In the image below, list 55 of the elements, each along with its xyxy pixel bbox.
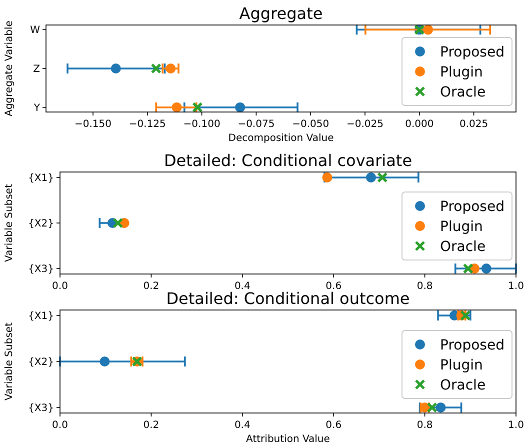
x-tick-label: −0.025 (346, 119, 384, 130)
x-tick-label: 0.0 (52, 420, 68, 431)
x-tick-label: 0.6 (326, 420, 342, 431)
legend-label: Plugin (440, 64, 483, 80)
x-tick-label: 0.000 (405, 119, 434, 130)
x-tick-label: −0.075 (238, 119, 275, 130)
chart-title: Detailed: Conditional outcome (166, 289, 410, 308)
x-tick-label: −0.125 (128, 119, 166, 130)
legend-label: Proposed (440, 44, 504, 60)
y-axis-title: Variable Subset (4, 184, 15, 262)
y-tick-label: {X1} (28, 172, 54, 184)
x-tick-label: 0.2 (143, 281, 160, 292)
chart-title: Aggregate (239, 4, 323, 23)
point (377, 172, 388, 183)
point (460, 310, 471, 321)
x-tick-label: 0.6 (326, 281, 342, 292)
x-tick-label: 1.0 (508, 420, 524, 431)
y-tick-label: {X1} (28, 311, 54, 322)
legend-label: Plugin (440, 357, 483, 374)
legend-label: Proposed (440, 337, 504, 354)
y-tick-label: Y (32, 102, 41, 114)
x-tick-label: −0.100 (183, 119, 220, 130)
x-tick-label: 0.8 (416, 420, 433, 431)
legend-label: Proposed (440, 198, 504, 215)
y-axis-title: Aggregate Variable (4, 20, 15, 116)
y-tick-label: {X3} (28, 264, 54, 276)
point (100, 356, 110, 366)
x-tick-label: 0.4 (234, 420, 250, 431)
x-tick-label: 0.0 (52, 281, 68, 292)
y-tick-label: W (30, 25, 40, 36)
legend-label: Plugin (440, 218, 483, 235)
x-axis-title: Decomposition Value (228, 133, 334, 144)
legend-label: Oracle (440, 84, 486, 100)
y-axis-title: Variable Subset (4, 322, 15, 400)
point (110, 64, 121, 74)
y-tick-label: Z (33, 64, 40, 75)
point (322, 172, 332, 182)
x-tick-label: −0.150 (74, 119, 112, 130)
point (112, 218, 124, 228)
x-tick-label: 1.0 (508, 281, 524, 292)
legend-label: Oracle (440, 238, 486, 255)
chart-title: Detailed: Conditional covariate (164, 151, 412, 170)
x-tick-label: 0.2 (143, 420, 160, 431)
x-tick-label: 0.4 (234, 281, 250, 292)
x-tick-label: 0.8 (416, 281, 433, 292)
point (366, 172, 376, 182)
x-tick-label: 0.025 (459, 119, 488, 130)
y-tick-label: {X3} (28, 402, 54, 414)
y-tick-label: {X2} (28, 218, 54, 230)
y-tick-label: {X2} (28, 357, 54, 368)
point (423, 24, 434, 35)
point (150, 63, 162, 74)
x-axis-title: Attribution Value (246, 434, 330, 444)
legend-label: Oracle (440, 377, 486, 394)
x-tick-label: −0.050 (292, 119, 330, 130)
